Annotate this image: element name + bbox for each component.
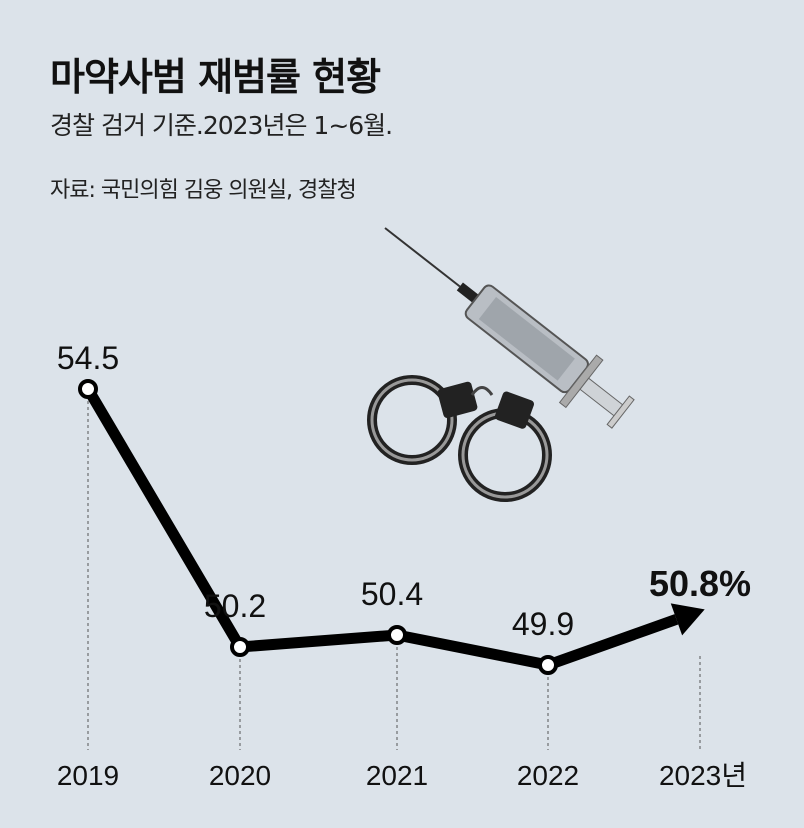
data-point: [78, 379, 98, 399]
handcuffs-icon: [367, 375, 552, 502]
x-tick-label: 2020: [209, 760, 271, 791]
arrow-head: [670, 603, 705, 636]
data-point: [538, 655, 558, 675]
chart-subtitle: 경찰 검거 기준.2023년은 1~6월.: [50, 111, 393, 140]
drug-illustration: [367, 227, 635, 502]
data-label: 49.9: [512, 606, 574, 642]
syringe-icon: [384, 227, 635, 429]
data-point: [230, 637, 250, 657]
x-tick-label: 2023년: [659, 760, 747, 791]
chart-source: 자료: 국민의힘 김웅 의원실, 경찰청: [50, 178, 357, 203]
data-label: 50.4: [361, 576, 423, 612]
x-tick-label: 2022: [517, 760, 579, 791]
data-label: 50.2: [204, 588, 266, 624]
data-label: 54.5: [57, 340, 119, 376]
chart-title: 마약사범 재범률 현황: [50, 55, 381, 99]
data-label: 50.8%: [649, 563, 751, 604]
data-point: [387, 625, 407, 645]
x-tick-label: 2019: [57, 760, 119, 791]
x-tick-label: 2021: [366, 760, 428, 791]
series-line: [83, 386, 679, 671]
